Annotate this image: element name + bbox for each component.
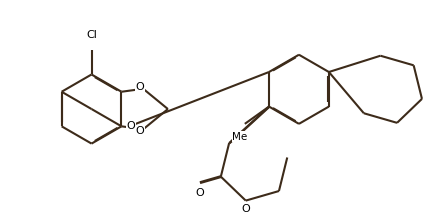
Text: O: O <box>136 82 144 92</box>
Text: O: O <box>241 204 250 213</box>
Text: O: O <box>126 121 135 131</box>
Text: O: O <box>196 188 204 198</box>
Text: O: O <box>136 126 144 136</box>
Text: Cl: Cl <box>86 30 97 40</box>
Text: Me: Me <box>232 132 248 142</box>
